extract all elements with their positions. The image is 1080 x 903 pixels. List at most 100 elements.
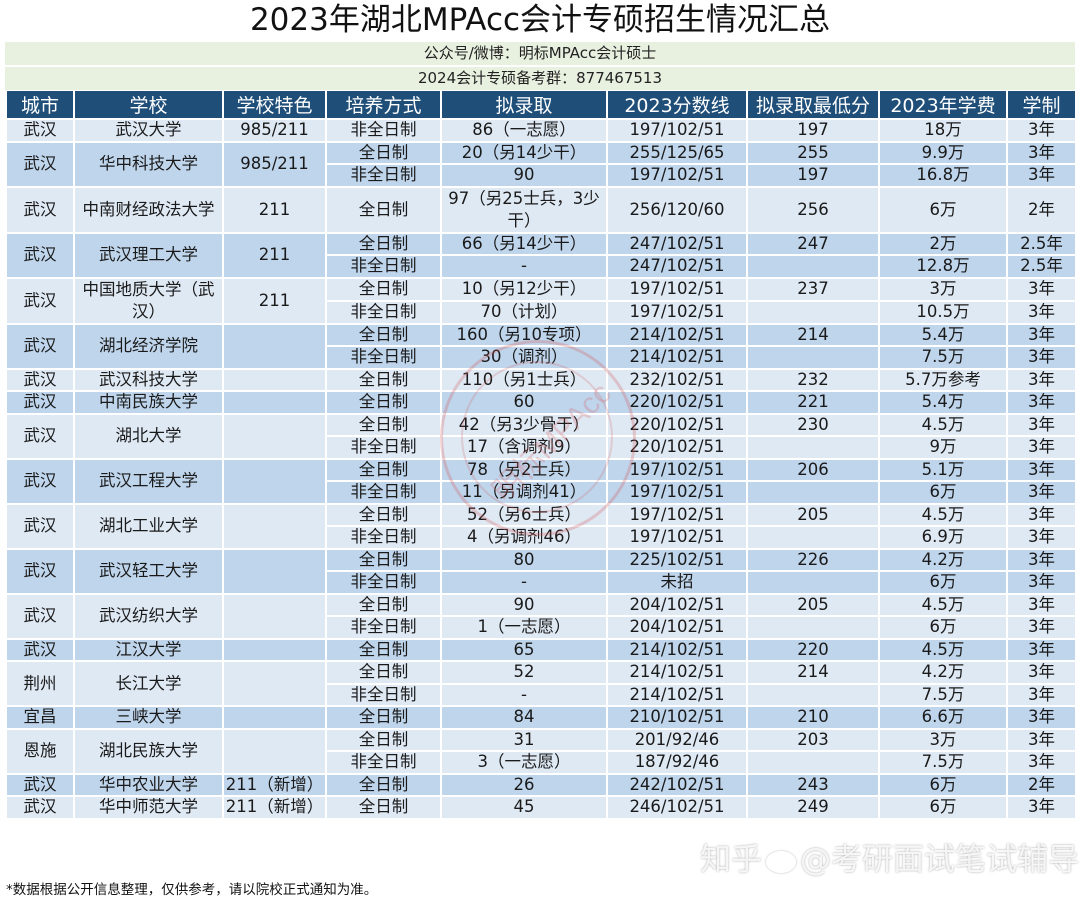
- table-row: 非全日制 -214/102/51 7.5万 3年: [6, 682, 1077, 707]
- cell-score-line: 225/102/51: [606, 547, 748, 572]
- cell-feature: 985/211: [222, 118, 327, 143]
- cell-city: 宜昌: [5, 705, 75, 730]
- cell-admit: 84: [440, 705, 608, 730]
- watermark-text-right: @考研面试笔试辅导: [800, 842, 1079, 878]
- cell-school: 湖北经济学院: [73, 322, 224, 370]
- cell-city: 武汉: [5, 457, 75, 505]
- cell-min-score: 205: [746, 592, 880, 617]
- table-row: 非全日制 70（计划） 197/102/51 10.5万 3年: [6, 299, 1077, 325]
- cell-city: 武汉: [5, 592, 75, 640]
- cell-city: 武汉: [5, 367, 75, 392]
- cell-mode: 全日制: [325, 660, 442, 685]
- cell-school: 长江大学: [73, 660, 224, 707]
- cell-fee: 6万: [878, 772, 1008, 797]
- col-header-years: 学制: [1006, 91, 1077, 120]
- cell-admit: 110（另1士兵）: [440, 367, 608, 392]
- cell-years: 3年: [1006, 390, 1077, 415]
- cell-feature: [222, 390, 327, 415]
- cell-mode: 全日制: [325, 727, 442, 752]
- cell-admit: -: [440, 570, 608, 595]
- cell-min-score: 210: [746, 705, 880, 730]
- cell-mode: 非全日制: [325, 299, 442, 325]
- cell-admit: 160（另10专项）: [440, 322, 608, 347]
- cell-city: 武汉: [5, 772, 75, 797]
- cell-score-line: 197/102/51: [606, 525, 748, 550]
- table-row: 武汉 武汉纺织大学 全日制 90 204/102/51 205 4.5万 3年: [5, 592, 1077, 640]
- cell-admit: 31: [440, 727, 608, 752]
- cell-min-score: 226: [746, 547, 880, 572]
- cell-score-line: 187/92/46: [606, 750, 748, 775]
- cell-city: 恩施: [5, 727, 75, 775]
- cell-fee: 12.8万: [878, 254, 1008, 279]
- col-header-admit: 拟录取: [440, 91, 608, 120]
- cell-admit: -: [440, 254, 608, 279]
- cell-min-score: [746, 615, 880, 640]
- table-row: 非全日制 - 未招 6万 3年: [6, 570, 1077, 595]
- cell-years: 3年: [1006, 412, 1077, 437]
- cell-admit: 10（另12少干）: [440, 276, 608, 302]
- cell-fee: 18万: [878, 118, 1008, 143]
- cell-years: 2年: [1006, 772, 1077, 797]
- cell-fee: 16.8万: [878, 163, 1008, 188]
- cell-admit: 11（另调剂41）: [440, 480, 608, 505]
- cell-score-line: 220/102/51: [606, 412, 748, 437]
- cell-years: 3年: [1006, 502, 1077, 527]
- cell-admit: 30（调剂）: [440, 345, 608, 370]
- cell-fee: 5.4万: [878, 322, 1008, 347]
- cell-years: 3年: [1006, 276, 1077, 302]
- cell-years: 3年: [1006, 592, 1077, 617]
- cell-admit: 80: [440, 547, 608, 572]
- cell-mode: 非全日制: [325, 750, 442, 775]
- cell-years: 3年: [1006, 660, 1077, 685]
- footer-note: *数据根据公开信息整理，仅供参考，请以院校正式通知为准。: [6, 882, 378, 898]
- cell-years: 3年: [1006, 299, 1077, 325]
- cell-city: 武汉: [5, 140, 75, 188]
- cell-fee: 3万: [878, 727, 1008, 752]
- col-header-min-score: 拟录取最低分: [746, 91, 880, 120]
- cell-city: 武汉: [5, 118, 75, 143]
- cell-fee: 10.5万: [878, 299, 1008, 325]
- cell-fee: 3万: [878, 276, 1008, 302]
- cell-admit: 45: [440, 795, 608, 820]
- cell-score-line: 197/102/51: [606, 480, 748, 505]
- col-header-mode: 培养方式: [325, 91, 442, 120]
- cell-score-line: 197/102/51: [606, 457, 748, 482]
- cell-score-line: 247/102/51: [606, 254, 748, 279]
- table-row: 非全日制 17（含调剂9） 220/102/51 9万 3年: [6, 435, 1077, 460]
- cell-feature: 985/211: [222, 140, 327, 188]
- cell-city: 武汉: [5, 412, 75, 460]
- cell-fee: 5.7万参考: [878, 367, 1008, 392]
- cell-min-score: 214: [746, 660, 880, 685]
- cell-score-line: 214/102/51: [606, 682, 748, 707]
- cell-years: 3年: [1006, 547, 1077, 572]
- cell-min-score: 230: [746, 412, 880, 437]
- cell-city: 荆州: [5, 660, 75, 707]
- cell-mode: 全日制: [325, 637, 442, 662]
- cell-years: 3年: [1006, 457, 1077, 482]
- cell-score-line: 197/102/51: [606, 163, 748, 188]
- cell-score-line: 242/102/51: [606, 772, 748, 797]
- cell-years: 3年: [1006, 140, 1077, 165]
- table-body: 武汉 武汉大学 985/211 非全日制 86（一志愿） 197/102/51 197 18万…: [5, 118, 1077, 820]
- cell-fee: 4.5万: [878, 502, 1008, 527]
- cell-feature: [222, 367, 327, 392]
- table-row: 荆州 长江大学 全日制 52 214/102/51 214 4.2万 3年: [5, 660, 1077, 707]
- cell-school: 三峡大学: [73, 705, 224, 730]
- cell-mode: 全日制: [325, 547, 442, 572]
- cell-admit: 52: [440, 660, 608, 685]
- cell-admit: 97（另25士兵，3少干）: [440, 185, 608, 234]
- cell-min-score: 247: [746, 231, 880, 256]
- cell-min-score: 206: [746, 457, 880, 482]
- col-header-city: 城市: [5, 91, 75, 120]
- cell-min-score: 256: [746, 185, 880, 234]
- table-row: 武汉 华中科技大学 985/211 全日制 20（另14少干） 255/125/65 255…: [5, 140, 1077, 188]
- cell-mode: 全日制: [325, 412, 442, 437]
- cell-fee: 7.5万: [878, 682, 1008, 707]
- cell-score-line: 220/102/51: [606, 390, 748, 415]
- table-row: 非全日制 3（一志愿） 187/92/46 7.5万 3年: [6, 750, 1077, 775]
- cell-years: 3年: [1006, 435, 1077, 460]
- cell-score-line: 246/102/51: [606, 795, 748, 820]
- table-row: 非全日制 30（调剂） 214/102/51 7.5万 3年: [6, 345, 1077, 370]
- cell-school: 中国地质大学（武汉）: [73, 276, 224, 325]
- cell-mode: 非全日制: [325, 254, 442, 279]
